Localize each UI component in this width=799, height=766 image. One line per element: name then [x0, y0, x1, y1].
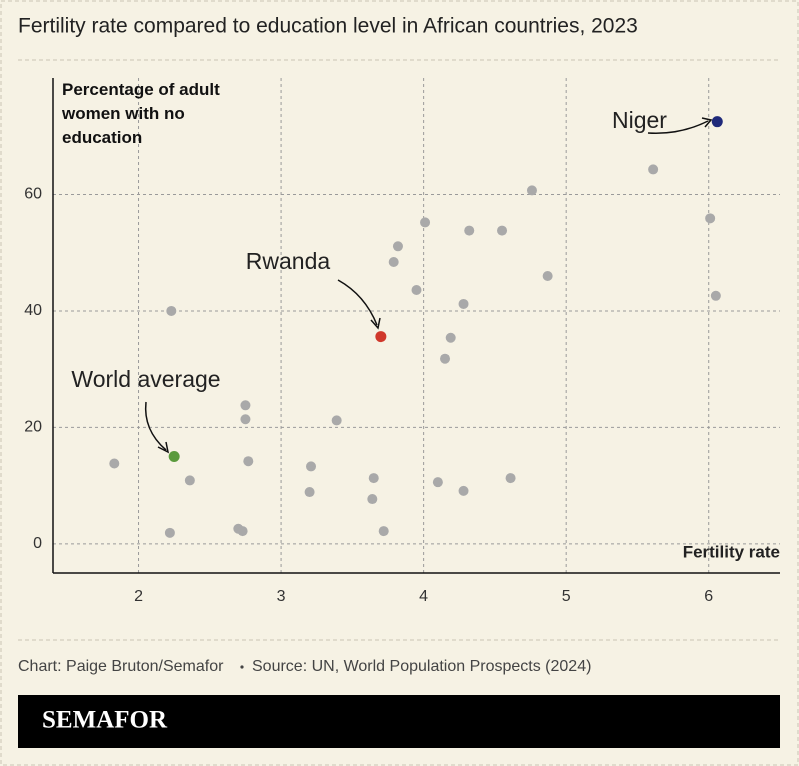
- arrow: [144, 401, 167, 451]
- point: [458, 485, 469, 496]
- annotation: Rwanda: [246, 248, 331, 274]
- brand: SEMAFOR: [42, 707, 168, 734]
- point: [705, 213, 716, 224]
- highlight-point: [375, 331, 387, 343]
- point: [710, 290, 721, 301]
- point: [445, 332, 456, 343]
- point: [392, 241, 403, 252]
- x-tick-label: 5: [562, 588, 571, 605]
- highlight-point: [711, 116, 723, 128]
- y-axis-label: Percentage of adult women with no educat…: [62, 80, 220, 147]
- point: [388, 257, 399, 268]
- point: [505, 473, 516, 484]
- point: [367, 494, 378, 505]
- point: [648, 164, 659, 175]
- point: [526, 185, 537, 196]
- annotation: Niger: [612, 107, 667, 133]
- point: [411, 284, 422, 295]
- point: [464, 225, 475, 236]
- arrowhead: [701, 117, 713, 128]
- x-tick-label: 2: [134, 588, 143, 605]
- point: [240, 414, 251, 425]
- point: [497, 225, 508, 236]
- point: [331, 415, 342, 426]
- arrowhead: [370, 317, 381, 330]
- point: [184, 475, 195, 486]
- annotation-arrows: [144, 117, 713, 454]
- x-tick-label: 6: [704, 588, 713, 605]
- point: [378, 526, 389, 537]
- brand-bar: [18, 695, 780, 748]
- y-tick-label: 60: [24, 186, 42, 203]
- point: [243, 456, 254, 467]
- arrow: [337, 279, 378, 326]
- point: [164, 527, 175, 538]
- point: [240, 400, 251, 411]
- point: [368, 473, 379, 484]
- arrowhead: [157, 441, 170, 454]
- y-tick-label: 0: [33, 535, 42, 552]
- arrow: [647, 120, 709, 134]
- x-tick-label: 3: [277, 588, 286, 605]
- grid: [53, 78, 780, 573]
- point: [304, 487, 315, 498]
- point: [420, 217, 431, 228]
- point: [432, 477, 443, 488]
- x-axis-label: Fertility rate: [683, 542, 780, 561]
- point: [166, 305, 177, 316]
- chart-title: Fertility rate compared to education lev…: [18, 15, 638, 38]
- y-tick-label: 40: [24, 302, 42, 319]
- point: [306, 461, 317, 472]
- point: [458, 298, 469, 309]
- y-tick-label: 20: [24, 419, 42, 436]
- separator: [240, 665, 244, 669]
- point: [542, 271, 553, 281]
- point: [440, 353, 451, 364]
- x-tick-label: 4: [419, 588, 428, 605]
- point: [237, 526, 248, 537]
- source: Source: UN, World Population Prospects (…: [252, 658, 591, 675]
- annotation: World average: [71, 366, 220, 392]
- highlight-point: [168, 451, 180, 463]
- point: [109, 458, 120, 469]
- credit: Chart: Paige Bruton/Semafor: [18, 658, 224, 675]
